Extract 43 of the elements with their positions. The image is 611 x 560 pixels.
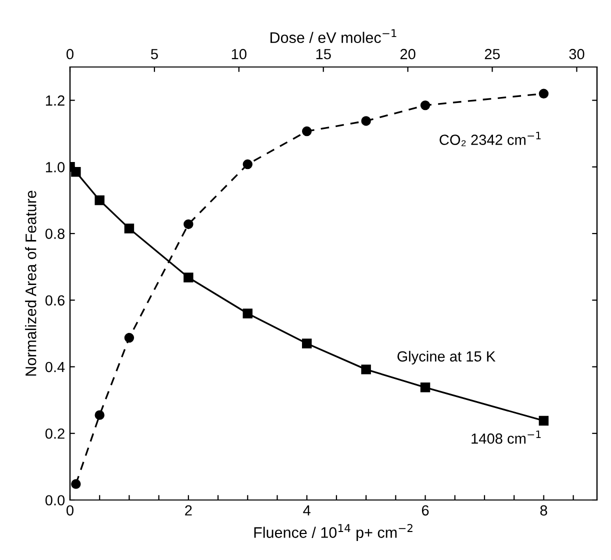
x2-tick-label: 15 [316,49,331,60]
x-tick-label: 0 [66,505,74,516]
point [124,332,134,343]
y-tick-label: 0.6 [45,295,64,306]
x2-tick-label: 25 [484,48,500,60]
point [71,167,81,177]
point [242,159,252,170]
point [184,219,194,230]
point [361,364,371,374]
point [302,338,312,348]
point [302,126,312,136]
x-tick-label: 2 [185,505,192,516]
point [184,272,194,282]
annotation: 1408 cm$^{−1}$ [472,430,541,444]
x2-tick-label: 20 [400,48,416,60]
y-tick-label: 1.0 [46,162,65,172]
x-axis-title: Fluence / 10$^{14}$ p+ cm$^{−2}$ [254,524,412,541]
y-tick-label: 1.2 [46,95,64,106]
point [538,88,549,99]
y-tick-label: 0.8 [45,228,65,239]
x-tick-label: 4 [303,505,310,516]
y-axis-title: Normalized Area of Feature [25,190,36,376]
point [242,308,252,318]
x2-axis-title: Dose / eV molec$^{−1}$ [270,29,396,44]
point [71,479,81,489]
point [420,382,430,392]
y-tick-label: 0.0 [45,495,65,506]
annotation: CO₂ 2342 cm$^{−1}$ [440,132,541,146]
x2-tick-label: 0 [66,48,74,60]
y-tick-label: 0.4 [45,362,65,372]
point [94,195,104,206]
point [420,100,430,110]
annotation: Glycine at 15 K [397,350,496,364]
point [361,116,371,126]
x-tick-label: 8 [540,505,548,516]
x2-tick-label: 10 [232,48,246,60]
x2-tick-label: 5 [150,49,158,60]
point [124,224,134,234]
point [94,410,104,420]
point [538,416,549,426]
y-tick-label: 0.2 [45,428,64,439]
x2-tick-label: 30 [569,48,584,60]
x-tick-label: 6 [422,505,429,516]
